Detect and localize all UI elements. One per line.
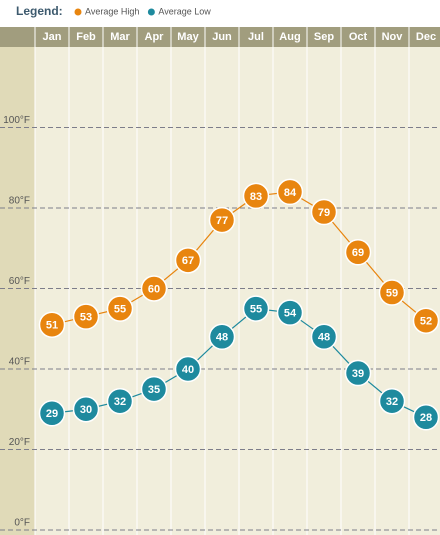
data-label: 54	[284, 308, 297, 320]
data-label: 69	[352, 247, 364, 259]
data-label: 59	[386, 287, 398, 299]
data-label: 55	[250, 304, 262, 316]
data-point	[412, 404, 440, 431]
data-point	[412, 307, 440, 334]
data-label: 35	[148, 384, 160, 396]
data-label: 48	[216, 332, 228, 344]
data-point	[38, 400, 66, 427]
data-point	[378, 279, 406, 306]
data-label: 32	[386, 396, 398, 408]
x-tick-label: Jul	[248, 31, 264, 43]
legend-label: Average High	[85, 6, 139, 16]
data-point	[344, 359, 372, 387]
data-label: 53	[80, 312, 92, 324]
data-label: 51	[46, 320, 58, 332]
x-tick-label: Feb	[76, 31, 96, 43]
y-tick-label: 80°F	[9, 196, 30, 207]
data-point	[378, 387, 406, 415]
x-tick-label: Sep	[314, 31, 334, 43]
data-label: 48	[318, 332, 330, 344]
header-bar	[0, 27, 440, 47]
data-label: 29	[46, 408, 58, 420]
x-tick-label: Jun	[212, 31, 232, 43]
data-label: 52	[420, 316, 432, 328]
data-label: 83	[250, 191, 262, 203]
legend-marker	[74, 8, 82, 16]
x-tick-label: Jan	[43, 31, 62, 43]
y-tick-label: 60°F	[9, 276, 30, 287]
data-point	[140, 275, 168, 302]
data-point	[310, 198, 338, 226]
data-label: 28	[420, 412, 432, 424]
data-point	[106, 295, 134, 322]
data-label: 79	[318, 207, 330, 219]
y-tick-label: 0°F	[14, 518, 30, 529]
data-point	[38, 311, 66, 338]
data-label: 84	[284, 187, 297, 199]
data-point	[242, 182, 270, 210]
data-point	[72, 303, 100, 330]
legend-title: Legend:	[16, 4, 63, 18]
x-tick-label: Nov	[382, 31, 404, 43]
data-label: 32	[114, 396, 126, 408]
data-point	[310, 323, 338, 351]
data-label: 39	[352, 368, 364, 380]
data-point	[208, 206, 236, 234]
data-point	[242, 295, 270, 322]
data-point	[106, 387, 134, 415]
data-point	[174, 247, 202, 274]
data-point	[276, 178, 304, 206]
data-point	[140, 375, 168, 403]
data-label: 55	[114, 304, 126, 316]
data-point	[72, 396, 100, 423]
data-label: 67	[182, 255, 194, 267]
data-point	[276, 299, 304, 326]
data-label: 77	[216, 215, 228, 227]
x-tick-label: May	[177, 31, 199, 43]
legend-marker	[147, 8, 155, 16]
data-label: 30	[80, 404, 92, 416]
x-tick-label: Apr	[145, 31, 165, 43]
y-tick-label: 100°F	[3, 115, 30, 126]
x-tick-label: Mar	[110, 31, 130, 43]
data-label: 40	[182, 364, 194, 376]
y-tick-label: 20°F	[9, 437, 30, 448]
data-point	[208, 323, 236, 351]
x-tick-label: Dec	[416, 31, 436, 43]
x-tick-label: Oct	[349, 31, 368, 43]
data-point	[174, 355, 202, 383]
x-tick-label: Aug	[279, 31, 300, 43]
plot-area	[0, 47, 440, 535]
legend-label: Average Low	[158, 6, 211, 16]
data-label: 60	[148, 283, 160, 295]
y-tick-label: 40°F	[9, 357, 30, 368]
data-point	[344, 239, 372, 266]
y-axis-band	[0, 47, 35, 535]
